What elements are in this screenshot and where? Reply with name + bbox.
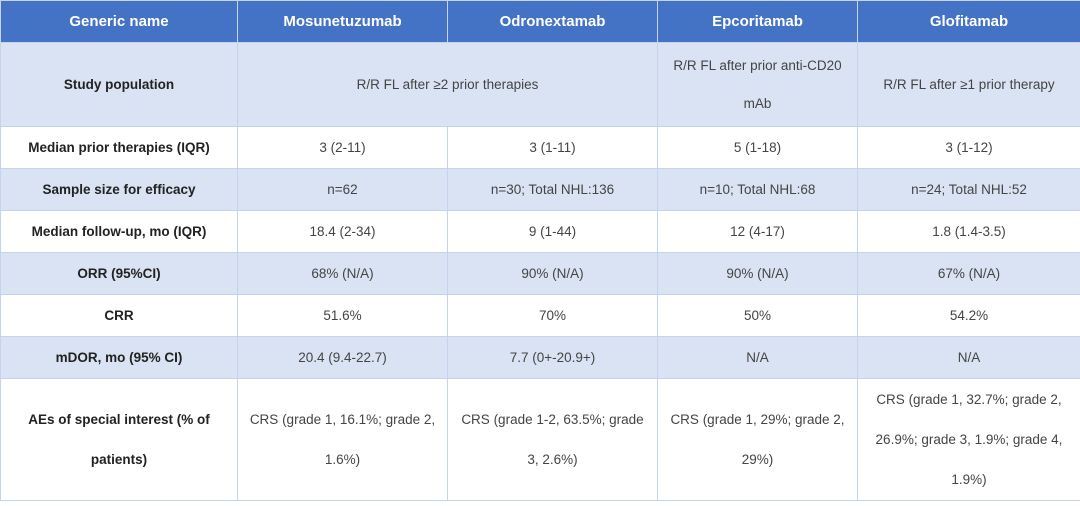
table-cell: 3 (2-11) (237, 126, 448, 169)
table-cell: 20.4 (9.4-22.7) (237, 336, 448, 379)
table-cell: 50% (657, 294, 858, 337)
table-row-mdor: mDOR, mo (95% CI) 20.4 (9.4-22.7) 7.7 (0… (0, 336, 1080, 379)
table-cell: n=10; Total NHL:68 (657, 168, 858, 211)
table-header: Generic name Mosunetuzumab Odronextamab … (0, 0, 1080, 43)
table-cell: 68% (N/A) (237, 252, 448, 295)
header-generic-name: Generic name (0, 0, 238, 43)
table-cell: n=30; Total NHL:136 (447, 168, 658, 211)
table-cell: 18.4 (2-34) (237, 210, 448, 253)
table-cell: 5 (1-18) (657, 126, 858, 169)
table-row-orr: ORR (95%CI) 68% (N/A) 90% (N/A) 90% (N/A… (0, 252, 1080, 295)
row-label: Sample size for efficacy (0, 168, 238, 211)
table-cell: N/A (857, 336, 1080, 379)
row-label: Median prior therapies (IQR) (0, 126, 238, 169)
table-body: Study population R/R FL after ≥2 prior t… (0, 42, 1080, 501)
header-epcoritamab: Epcoritamab (657, 0, 858, 43)
table-cell: 67% (N/A) (857, 252, 1080, 295)
header-mosunetuzumab: Mosunetuzumab (237, 0, 448, 43)
row-label: CRR (0, 294, 238, 337)
table-cell: CRS (grade 1, 29%; grade 2, 29%) (657, 378, 858, 501)
table-cell: 54.2% (857, 294, 1080, 337)
cell-glo-population: R/R FL after ≥1 prior therapy (857, 42, 1080, 127)
table-row-crr: CRR 51.6% 70% 50% 54.2% (0, 294, 1080, 337)
header-glofitamab: Glofitamab (857, 0, 1080, 43)
table-row-study-population: Study population R/R FL after ≥2 prior t… (0, 42, 1080, 127)
table-cell: 3 (1-12) (857, 126, 1080, 169)
table-cell: 70% (447, 294, 658, 337)
header-odronextamab: Odronextamab (447, 0, 658, 43)
table-cell: CRS (grade 1-2, 63.5%; grade 3, 2.6%) (447, 378, 658, 501)
table-row-follow-up: Median follow-up, mo (IQR) 18.4 (2-34) 9… (0, 210, 1080, 253)
table-cell: n=62 (237, 168, 448, 211)
table-cell: 90% (N/A) (447, 252, 658, 295)
table-cell: 12 (4-17) (657, 210, 858, 253)
cell-mos-odr-population: R/R FL after ≥2 prior therapies (237, 42, 658, 127)
table-cell: CRS (grade 1, 16.1%; grade 2, 1.6%) (237, 378, 448, 501)
row-label: AEs of special interest (% of patients) (0, 378, 238, 501)
table-cell: 1.8 (1.4-3.5) (857, 210, 1080, 253)
table-cell: CRS (grade 1, 32.7%; grade 2, 26.9%; gra… (857, 378, 1080, 501)
row-label: Study population (0, 42, 238, 127)
table-row-aes: AEs of special interest (% of patients) … (0, 378, 1080, 501)
table-row-sample-size: Sample size for efficacy n=62 n=30; Tota… (0, 168, 1080, 211)
row-label: ORR (95%CI) (0, 252, 238, 295)
table-cell: 90% (N/A) (657, 252, 858, 295)
table-cell: 7.7 (0+-20.9+) (447, 336, 658, 379)
table-cell: 51.6% (237, 294, 448, 337)
table-cell: 9 (1-44) (447, 210, 658, 253)
cell-epc-population: R/R FL after prior anti-CD20 mAb (657, 42, 858, 127)
table-cell: n=24; Total NHL:52 (857, 168, 1080, 211)
header-row: Generic name Mosunetuzumab Odronextamab … (0, 0, 1080, 43)
row-label: mDOR, mo (95% CI) (0, 336, 238, 379)
table-cell: N/A (657, 336, 858, 379)
table-cell: 3 (1-11) (447, 126, 658, 169)
table-row-median-prior: Median prior therapies (IQR) 3 (2-11) 3 … (0, 126, 1080, 169)
row-label: Median follow-up, mo (IQR) (0, 210, 238, 253)
